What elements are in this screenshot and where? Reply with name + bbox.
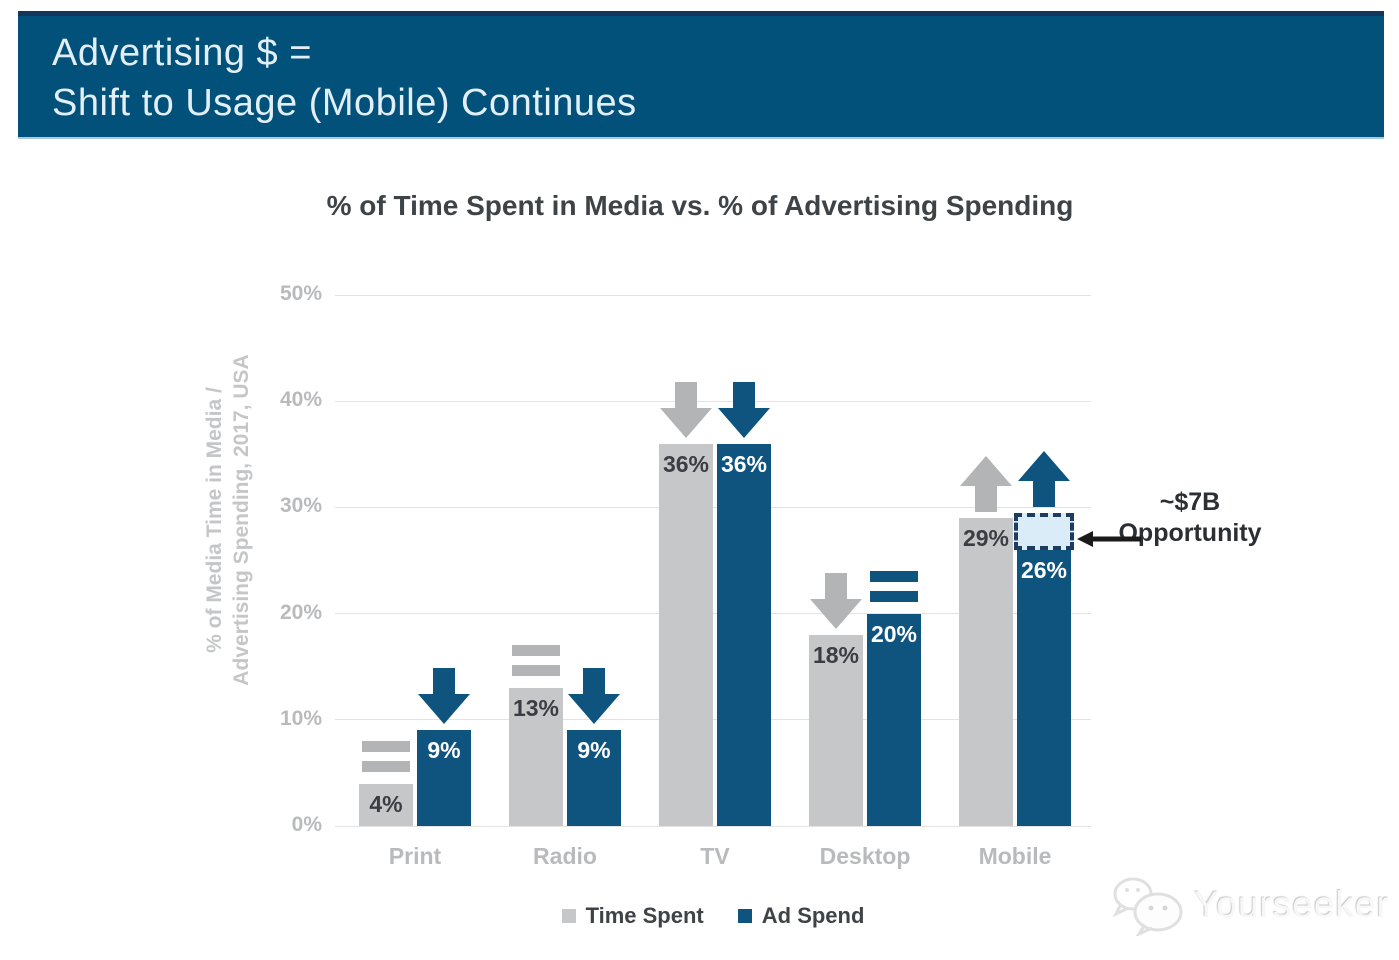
equal-icon-print-time (362, 740, 410, 777)
bar-value-desktop-time: 18% (812, 641, 860, 668)
down-arrow-icon-tv-ad (718, 381, 770, 443)
ad-spend-bar-desktop (867, 613, 921, 826)
left-arrow-icon (1077, 531, 1141, 547)
opportunity-annotation-line2: Opportunity (1118, 519, 1262, 547)
x-axis-label-desktop: Desktop (819, 843, 911, 869)
down-arrow-icon-tv-time (660, 381, 712, 443)
x-axis-label-radio: Radio (533, 843, 597, 869)
ad-spend-swatch-icon (737, 909, 752, 923)
ad-spend-bar-radio (567, 730, 621, 826)
ad-spend-bar-mobile (1017, 549, 1071, 826)
bar-value-print-ad: 9% (427, 737, 461, 764)
y-tick-40%: 40% (279, 388, 322, 412)
time-spent-bar-mobile (959, 518, 1013, 826)
header-title-line2: Shift to Usage (Mobile) Continues (52, 82, 637, 124)
x-axis-label-mobile: Mobile (978, 843, 1052, 869)
ad-spend-bar-tv (717, 443, 771, 826)
equal-icon-radio-time (512, 644, 560, 681)
time-spent-bar-tv (659, 443, 713, 826)
x-axis-label-tv: TV (700, 843, 730, 869)
gridline-50% (335, 294, 1091, 296)
y-tick-30%: 30% (279, 494, 322, 518)
down-arrow-icon-radio-ad (568, 668, 620, 729)
y-tick-50%: 50% (279, 282, 322, 305)
ad-spend-bar-print (417, 730, 471, 826)
y-tick-0%: 0% (291, 813, 322, 836)
equal-icon-desktop-ad (870, 570, 918, 607)
y-tick-10%: 10% (279, 706, 322, 730)
legend-item-time-spent: Time Spent (561, 903, 704, 929)
gridline-10% (335, 719, 1091, 721)
wechat-logo-icon (1112, 877, 1183, 936)
header-banner: Advertising $ = Shift to Usage (Mobile) … (18, 11, 1384, 139)
opportunity-annotation: ~$7B Opportunity (1105, 487, 1275, 549)
legend-label-ad-spend: Ad Spend (761, 903, 865, 928)
time-spent-swatch-icon (561, 909, 576, 923)
gridline-40% (335, 400, 1091, 402)
gridline-20% (335, 613, 1091, 615)
gridline-0% (335, 825, 1091, 827)
opportunity-dashed-box (1014, 512, 1074, 550)
bar-value-mobile-time: 29% (962, 525, 1010, 552)
up-arrow-icon-mobile-time (960, 456, 1012, 517)
time-spent-bar-print (359, 783, 413, 826)
bar-value-radio-ad: 9% (577, 737, 611, 764)
legend-item-ad-spend: Ad Spend (737, 903, 865, 929)
bar-value-desktop-ad: 20% (870, 620, 918, 647)
bar-value-radio-time: 13% (512, 694, 560, 721)
time-spent-bar-radio (509, 687, 563, 826)
header-title-line1: Advertising $ = (52, 32, 312, 74)
gridline-30% (335, 506, 1091, 508)
legend-label-time-spent: Time Spent (585, 903, 704, 928)
chart-legend: Time Spent Ad Spend (335, 903, 1091, 929)
opportunity-annotation-line1: ~$7B (1159, 488, 1221, 516)
watermark: Yourseeker (1106, 874, 1390, 936)
bar-value-tv-ad: 36% (720, 450, 768, 477)
time-spent-bar-desktop (809, 634, 863, 826)
y-tick-20%: 20% (279, 600, 322, 624)
bar-value-tv-time: 36% (662, 450, 710, 477)
x-axis-label-print: Print (388, 843, 442, 869)
watermark-text: Yourseeker (1194, 884, 1390, 925)
down-arrow-icon-print-ad (418, 668, 470, 729)
down-arrow-icon-desktop-time (810, 572, 862, 634)
bar-value-mobile-ad: 26% (1020, 556, 1068, 583)
up-arrow-icon-mobile-ad (1018, 450, 1070, 512)
bar-value-print-time: 4% (369, 790, 403, 817)
chart-title: % of Time Spent in Media vs. % of Advert… (326, 190, 1074, 221)
